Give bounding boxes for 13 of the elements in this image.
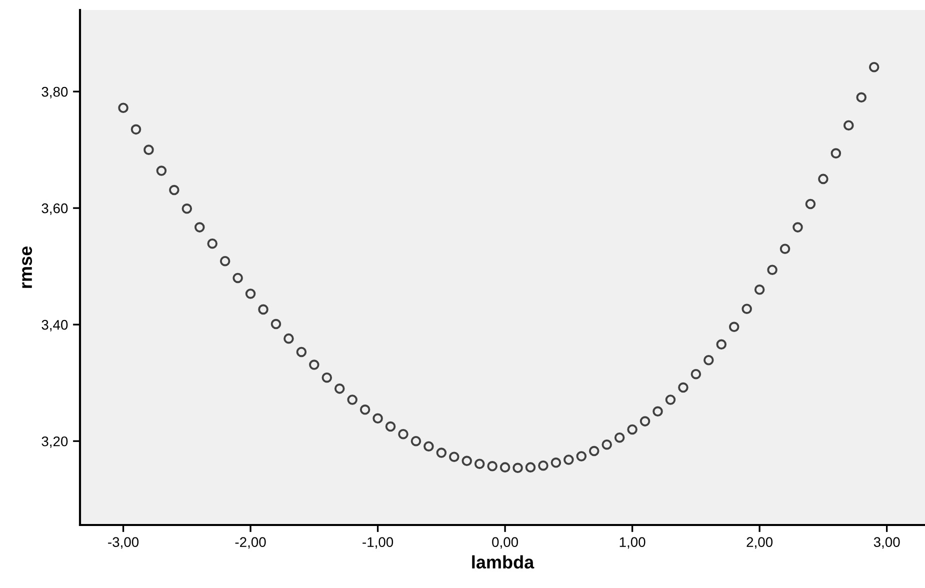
y-tick-label: 3,40 <box>42 320 68 332</box>
x-tick-label: -3,00 <box>108 537 139 549</box>
x-tick-label: -1,00 <box>362 537 394 549</box>
x-tick-label: 3,00 <box>874 537 900 549</box>
x-tick-label: 2,00 <box>746 537 773 549</box>
y-tick-label: 3,20 <box>42 436 68 448</box>
x-axis-title: lambda <box>472 555 534 569</box>
x-tick-label: 1,00 <box>620 537 646 549</box>
y-axis-title: rmse <box>22 246 32 288</box>
x-tick-label: 0,00 <box>492 537 518 549</box>
y-tick-label: 3,80 <box>42 86 68 98</box>
y-tick-label: 3,60 <box>42 203 68 215</box>
x-tick-label: -2,00 <box>235 537 266 549</box>
